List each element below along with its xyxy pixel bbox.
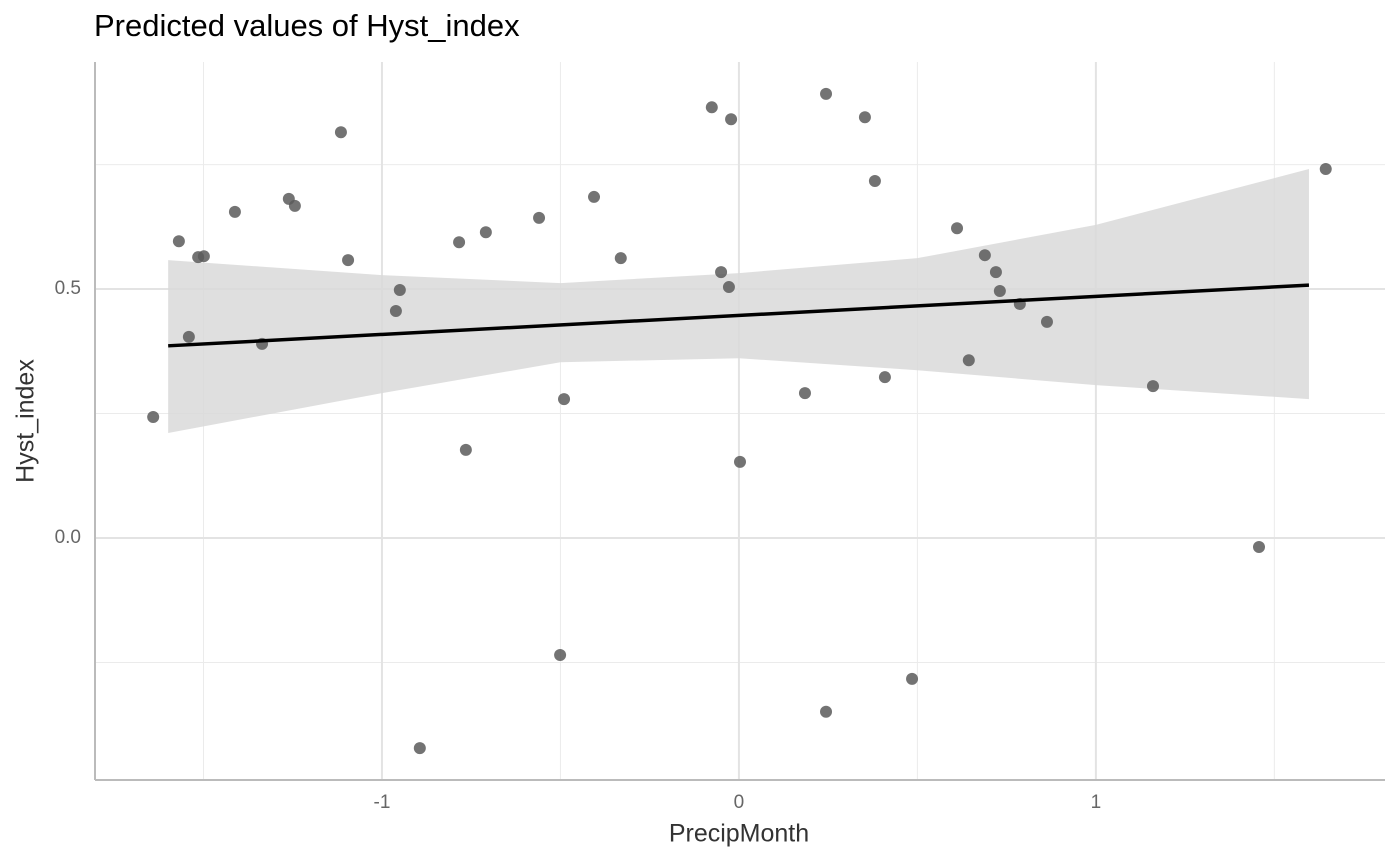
- point: [1319, 163, 1332, 176]
- point: [393, 284, 406, 297]
- x-axis-label: PrecipMonth: [669, 820, 809, 848]
- point: [715, 266, 728, 279]
- x-tick-label: -1: [374, 792, 391, 813]
- point: [820, 705, 833, 718]
- point: [820, 87, 833, 100]
- point: [1146, 380, 1159, 393]
- point: [479, 226, 492, 239]
- point: [342, 254, 355, 267]
- point: [725, 113, 738, 126]
- point: [734, 455, 746, 468]
- point: [951, 222, 964, 235]
- y-axis-label: Hyst_index: [12, 359, 40, 483]
- point: [1040, 315, 1053, 328]
- point: [413, 742, 426, 755]
- point: [334, 126, 347, 139]
- point: [588, 190, 601, 203]
- confidence-band: [168, 169, 1309, 433]
- x-tick-label: 0: [734, 792, 745, 813]
- x-tick-label: 1: [1091, 792, 1102, 813]
- point: [962, 354, 975, 367]
- point: [558, 393, 571, 406]
- point: [878, 371, 891, 384]
- point: [868, 175, 881, 188]
- point: [1252, 540, 1265, 553]
- point: [182, 330, 195, 343]
- point: [858, 111, 871, 124]
- fit-line: [168, 283, 1310, 348]
- point: [459, 443, 472, 456]
- point: [722, 281, 735, 294]
- point: [453, 236, 466, 249]
- point: [705, 101, 718, 114]
- point: [288, 199, 301, 212]
- point: [533, 211, 546, 224]
- y-tick-label: 0.5: [55, 278, 81, 299]
- point: [147, 411, 160, 424]
- point: [978, 249, 991, 262]
- y-tick-label: 0.0: [55, 527, 81, 548]
- point: [614, 252, 627, 265]
- point: [389, 304, 402, 317]
- point: [993, 285, 1006, 298]
- point: [554, 649, 567, 662]
- chart-title: Predicted values of Hyst_index: [94, 8, 520, 43]
- point: [172, 235, 185, 248]
- point: [798, 387, 811, 400]
- point: [906, 672, 919, 685]
- point: [989, 266, 1002, 279]
- point: [197, 250, 210, 263]
- point: [228, 205, 241, 218]
